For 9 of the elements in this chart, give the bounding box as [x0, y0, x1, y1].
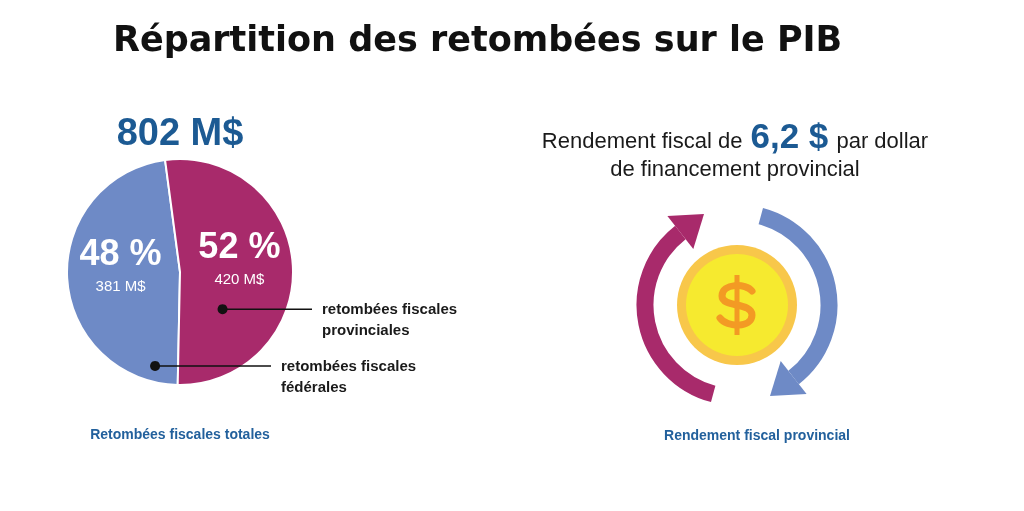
data-label: 48 % 381 M$ — [79, 231, 162, 294]
text: Rendement fiscal de 6,2 $ par dollar de financement provincial — [540, 116, 930, 183]
slice-label: retombées fiscales provinciales — [322, 300, 462, 339]
text: Retombées fiscales totales — [90, 426, 271, 442]
chart-title: Répartition des retombées sur le PIB — [113, 19, 843, 59]
text: Rendement fiscal provincial — [664, 427, 850, 443]
slice-label: retombées fiscales fédérales — [281, 356, 421, 395]
chart-subtitle: 802 M$ — [116, 111, 244, 153]
data-label: 52 % 420 M$ — [198, 225, 281, 288]
